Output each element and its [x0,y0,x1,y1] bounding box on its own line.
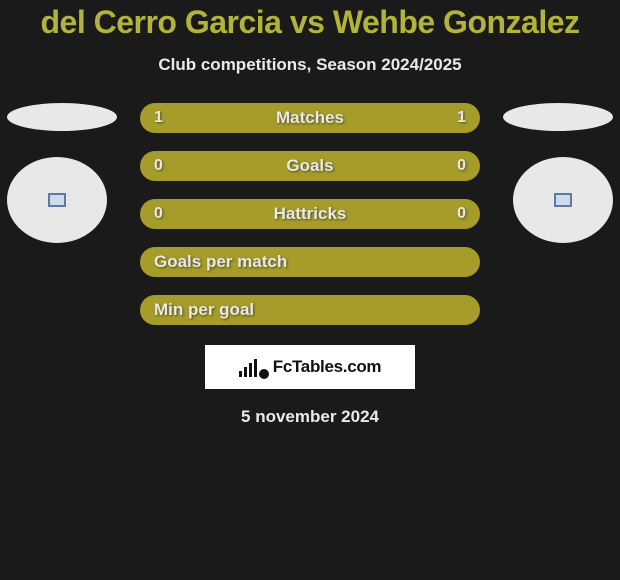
placeholder-image-icon [48,193,66,207]
placeholder-image-icon [554,193,572,207]
stat-bar: 0 Hattricks 0 [140,199,480,229]
page-title: del Cerro Garcia vs Wehbe Gonzalez [40,4,579,41]
player-right-col [498,103,598,243]
stats-column: 1 Matches 1 0 Goals 0 0 Hattricks 0 Goals per mat… [140,103,480,325]
subtitle: Club competitions, Season 2024/2025 [158,55,461,75]
stat-bar: 1 Matches 1 [140,103,480,133]
main-row: 1 Matches 1 0 Goals 0 0 Hattricks 0 Goals per mat… [0,103,620,325]
stat-bar: Min per goal [140,295,480,325]
stat-value-right: 1 [446,109,466,127]
stat-value-left: 0 [154,205,174,223]
player-left-nameplate [7,103,117,131]
brand-text: FcTables.com [273,357,382,377]
player-left-col [22,103,122,243]
player-right-nameplate [503,103,613,131]
stat-label: Goals per match [154,252,287,272]
stat-value-right: 0 [446,205,466,223]
stat-value-right: 0 [446,157,466,175]
player-left-avatar [7,157,107,243]
brand-box: FcTables.com [205,345,415,389]
stat-bar: 0 Goals 0 [140,151,480,181]
stat-bar: Goals per match [140,247,480,277]
stat-label: Hattricks [274,204,347,224]
stat-label: Min per goal [154,300,254,320]
player-right-avatar [513,157,613,243]
date-label: 5 november 2024 [241,407,379,427]
comparison-card: del Cerro Garcia vs Wehbe Gonzalez Club … [0,0,620,427]
stat-value-left: 1 [154,109,174,127]
brand-ball-icon [259,369,269,379]
stat-value-left: 0 [154,157,174,175]
stat-label: Goals [286,156,333,176]
stat-label: Matches [276,108,344,128]
brand-bars-icon [239,357,257,377]
